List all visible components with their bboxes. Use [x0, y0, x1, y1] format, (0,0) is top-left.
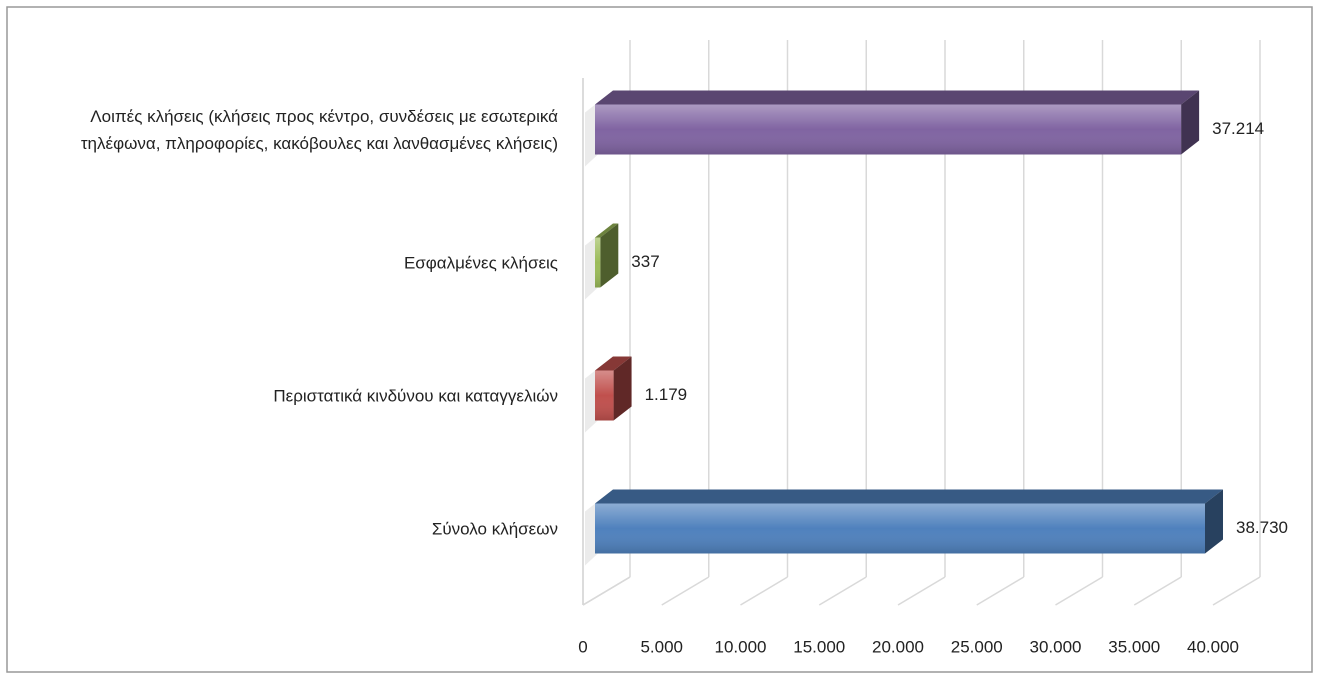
bar-top — [595, 90, 1200, 105]
bar-side — [613, 356, 632, 421]
y-tick-label: Σύνολο κλήσεων — [431, 519, 558, 538]
grid-line — [818, 576, 867, 606]
bar-top — [595, 223, 619, 238]
bar-top — [595, 356, 632, 371]
x-tick-label: 20.000 — [872, 637, 924, 656]
y-tick-label: Περιστατικά κινδύνου και καταγγελιών — [273, 386, 558, 405]
grid-line — [1133, 576, 1182, 606]
x-tick-label: 10.000 — [715, 637, 767, 656]
grid-line — [976, 576, 1025, 606]
x-tick-label: 25.000 — [951, 637, 1003, 656]
grid-line — [897, 576, 946, 606]
bar-side — [600, 223, 619, 288]
value-label: 38.730 — [1236, 518, 1288, 537]
x-tick-label: 15.000 — [793, 637, 845, 656]
frame — [6, 6, 1313, 673]
x-tick-label: 30.000 — [1030, 637, 1082, 656]
y-tick-label: Λοιπές κλήσεις (κλήσεις προς κέντρο, συν… — [80, 106, 558, 153]
value-label: 1.179 — [645, 385, 688, 404]
bar-side — [1181, 90, 1200, 155]
bar-gloss — [595, 104, 1182, 155]
y-tick-label: Εσφαλμένες κλήσεις — [403, 253, 558, 272]
grid-line — [661, 576, 710, 606]
grid-line — [582, 576, 631, 606]
grid-line — [1055, 576, 1103, 606]
grid-line — [740, 576, 788, 606]
bar-top — [595, 489, 1223, 504]
value-label: 337 — [631, 252, 659, 271]
x-tick-label: 40.000 — [1187, 637, 1239, 656]
grid-line — [1212, 576, 1261, 606]
value-label: 37.214 — [1212, 119, 1264, 138]
bar-gloss — [595, 370, 614, 421]
x-tick-label: 35.000 — [1108, 637, 1160, 656]
bar-gloss — [595, 503, 1205, 554]
x-tick-label: 0 — [578, 637, 587, 656]
bar-side — [1204, 489, 1223, 554]
x-tick-label: 5.000 — [640, 637, 683, 656]
bar-gloss — [595, 237, 601, 288]
